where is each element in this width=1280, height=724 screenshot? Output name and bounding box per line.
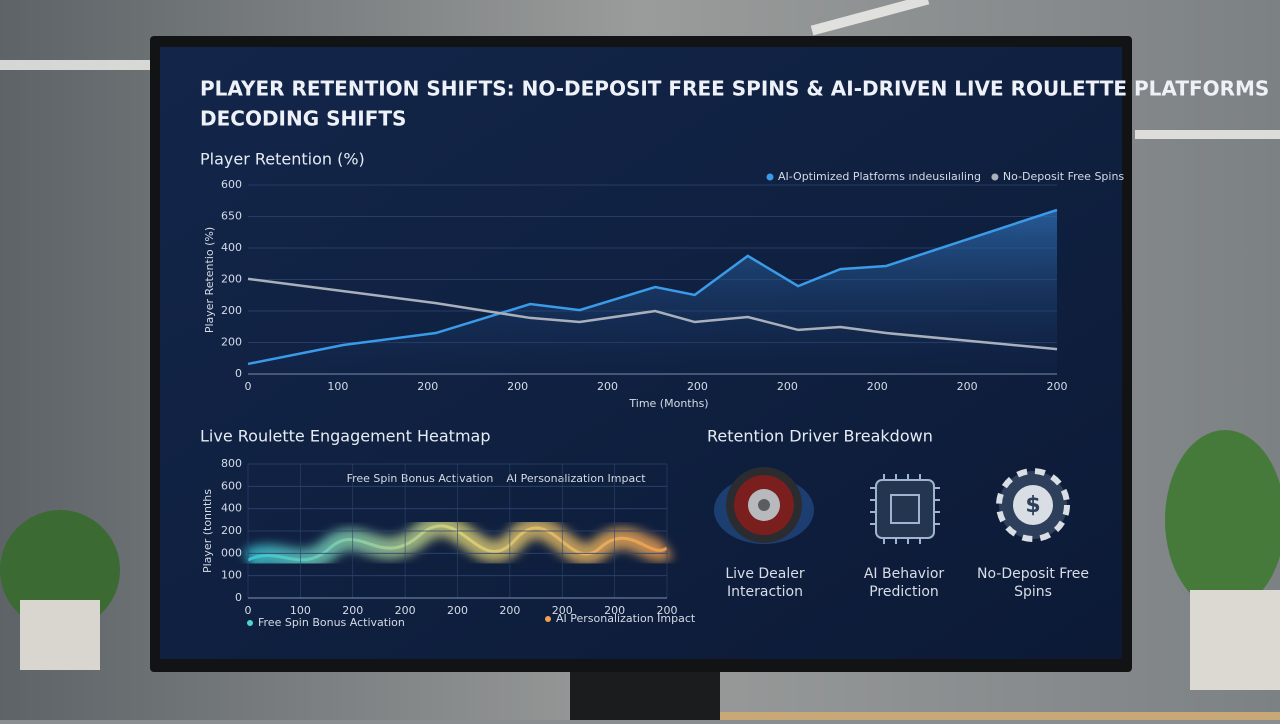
monitor-stand <box>570 665 720 720</box>
chart-title: Player Retention (%) <box>200 150 365 169</box>
coin-symbol: $ <box>1025 493 1040 518</box>
x-tick-label: 200 <box>499 604 520 617</box>
roulette-icon <box>714 467 814 544</box>
x-tick-label: 100 <box>290 604 311 617</box>
y-tick-label: 200 <box>221 304 242 317</box>
x-tick-label: 0 <box>245 604 252 617</box>
heat-wave <box>247 524 668 562</box>
chart-title: Live Roulette Engagement Heatmap <box>200 427 491 446</box>
y-tick-label: 200 <box>221 524 242 537</box>
y-tick-label: 0 <box>235 367 242 380</box>
plant <box>1165 430 1280 610</box>
y-tick-label: 200 <box>221 336 242 349</box>
y-tick-label: 800 <box>221 457 242 470</box>
x-tick-label: 100 <box>327 380 348 393</box>
line <box>247 277 1058 351</box>
desk <box>720 712 1280 720</box>
engagement-heatmap: Live Roulette Engagement Heatmap Player … <box>200 427 696 630</box>
pot <box>20 600 100 670</box>
pot <box>1190 590 1280 690</box>
legend-swatch <box>991 173 999 181</box>
x-tick-label: 200 <box>777 380 798 393</box>
retention-chart: Player Retention (%) Player Retentio (%)… <box>200 150 1124 411</box>
y-tick-label: 600 <box>221 178 242 191</box>
dashboard-title: PLAYER RETENTION SHIFTS: NO-DEPOSIT FREE… <box>200 77 1269 101</box>
x-tick-label: 0 <box>245 380 252 393</box>
y-tick-label: 650 <box>221 210 242 223</box>
y-tick-label: 200 <box>221 273 242 286</box>
coin-icon <box>996 468 1070 542</box>
legend-label: No-Deposit Free Spins <box>1003 170 1125 183</box>
y-axis-label: Player (tonnths <box>201 489 214 573</box>
x-tick-label: 200 <box>597 380 618 393</box>
driver-label: Live Dealer Interaction <box>725 566 805 600</box>
dashboard-subtitle: DECODING SHIFTS <box>200 107 406 131</box>
legend-swatch <box>247 620 253 626</box>
x-tick-label: 200 <box>604 604 625 617</box>
y-tick-label: 100 <box>221 569 242 582</box>
y-tick-label: 600 <box>221 479 242 492</box>
y-tick-label: 0 <box>235 591 242 604</box>
x-axis-label: Time (Months) <box>628 397 708 410</box>
chip-icon <box>870 474 940 544</box>
x-tick-label: 200 <box>957 380 978 393</box>
ceiling-light <box>1135 130 1280 139</box>
section-title: Retention Driver Breakdown <box>707 427 933 446</box>
x-tick-label: 200 <box>867 380 888 393</box>
legend-label: AI-Optimized Platforms ındeusılaıling <box>778 170 981 183</box>
annotation: AI Personalization Impact <box>506 472 646 485</box>
line <box>247 208 1058 366</box>
annotation: Free Spin Bonus Activation <box>347 472 494 485</box>
x-tick-label: 200 <box>552 604 573 617</box>
area <box>248 209 1057 374</box>
x-tick-label: 200 <box>507 380 528 393</box>
y-tick-label: 000 <box>221 546 242 559</box>
ceiling-light <box>0 60 150 70</box>
retention-breakdown: Retention Driver Breakdown $ Live Dealer… <box>707 427 1089 601</box>
x-tick-label: 200 <box>687 380 708 393</box>
x-tick-label: 200 <box>417 380 438 393</box>
x-tick-label: 200 <box>447 604 468 617</box>
driver-label: No-Deposit Free Spins <box>977 566 1089 600</box>
legend-label: AI Personalization Impact <box>556 612 696 625</box>
ceiling-light <box>810 0 930 36</box>
legend-swatch <box>545 616 551 622</box>
x-tick-label: 200 <box>395 604 416 617</box>
legend-label: Free Spin Bonus Activation <box>258 616 405 629</box>
y-axis-label: Player Retentio (%) <box>203 227 216 333</box>
x-tick-label: 200 <box>657 604 678 617</box>
y-tick-label: 400 <box>221 502 242 515</box>
x-tick-label: 200 <box>1047 380 1068 393</box>
x-tick-label: 200 <box>342 604 363 617</box>
driver-label: AI Behavior Prediction <box>864 566 945 600</box>
y-tick-label: 400 <box>221 241 242 254</box>
legend-swatch <box>766 173 774 181</box>
